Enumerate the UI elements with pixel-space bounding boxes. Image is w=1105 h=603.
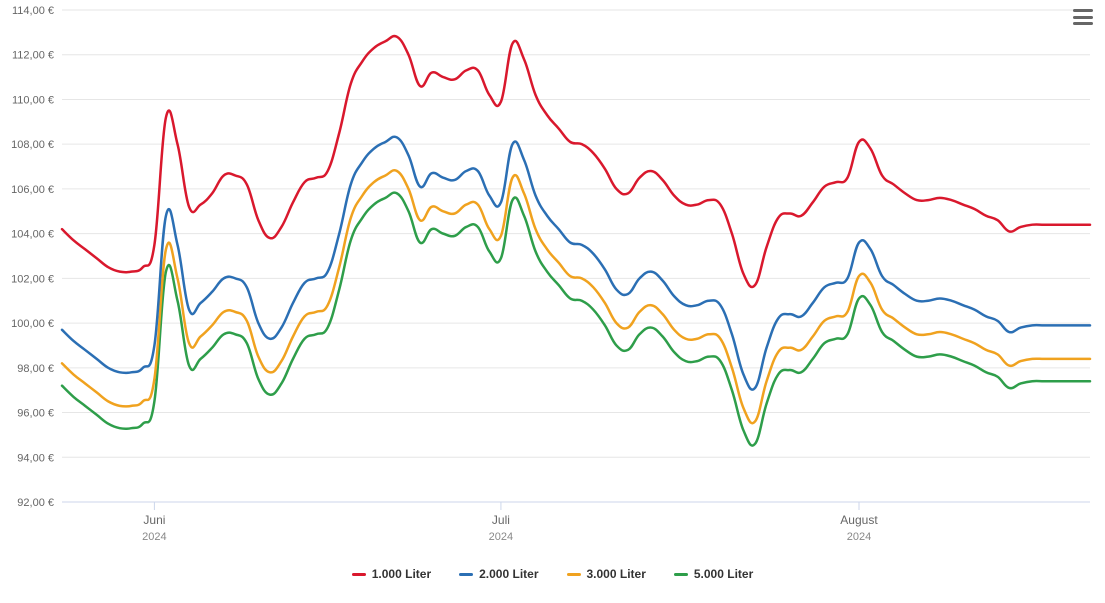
legend-item[interactable]: 5.000 Liter — [674, 567, 753, 581]
legend-swatch — [567, 573, 581, 576]
y-tick-label: 92,00 € — [17, 497, 54, 509]
y-tick-label: 96,00 € — [17, 408, 54, 420]
x-tick-sublabel: 2024 — [142, 531, 166, 543]
y-tick-label: 94,00 € — [17, 452, 54, 464]
legend-swatch — [674, 573, 688, 576]
price-line-chart: 92,00 € 94,00 € 96,00 € 98,00 € 100,00 € 102,… — [0, 0, 1105, 603]
chart-menu-button[interactable] — [1071, 6, 1095, 28]
y-tick-label: 100,00 € — [11, 318, 54, 330]
hamburger-bar — [1073, 9, 1093, 12]
hamburger-bar — [1073, 16, 1093, 19]
series-line[interactable] — [62, 170, 1090, 423]
legend-item[interactable]: 3.000 Liter — [567, 567, 646, 581]
chart-legend: 1.000 Liter 2.000 Liter 3.000 Liter 5.000 L… — [0, 567, 1105, 581]
y-tick-label: 104,00 € — [11, 229, 54, 241]
legend-label: 1.000 Liter — [372, 567, 431, 581]
x-tick-label: Juli — [492, 513, 510, 527]
legend-swatch — [352, 573, 366, 576]
x-tick-label: Juni — [143, 513, 165, 527]
y-tick-label: 110,00 € — [12, 94, 54, 106]
y-tick-label: 98,00 € — [17, 363, 54, 375]
x-tick-sublabel: 2024 — [847, 531, 871, 543]
legend-item[interactable]: 2.000 Liter — [459, 567, 538, 581]
y-tick-label: 114,00 € — [12, 5, 54, 17]
series-line[interactable] — [62, 36, 1090, 287]
legend-label: 2.000 Liter — [479, 567, 538, 581]
chart-canvas: 92,00 € 94,00 € 96,00 € 98,00 € 100,00 € 102,… — [0, 0, 1105, 603]
series-line[interactable] — [62, 137, 1090, 390]
y-tick-label: 108,00 € — [11, 139, 54, 151]
x-tick-sublabel: 2024 — [489, 531, 513, 543]
x-tick-label: August — [840, 513, 878, 527]
y-tick-label: 112,00 € — [12, 50, 54, 62]
legend-label: 3.000 Liter — [587, 567, 646, 581]
legend-item[interactable]: 1.000 Liter — [352, 567, 431, 581]
y-tick-label: 102,00 € — [11, 273, 54, 285]
legend-swatch — [459, 573, 473, 576]
y-tick-label: 106,00 € — [11, 184, 54, 196]
hamburger-bar — [1073, 22, 1093, 25]
legend-label: 5.000 Liter — [694, 567, 753, 581]
